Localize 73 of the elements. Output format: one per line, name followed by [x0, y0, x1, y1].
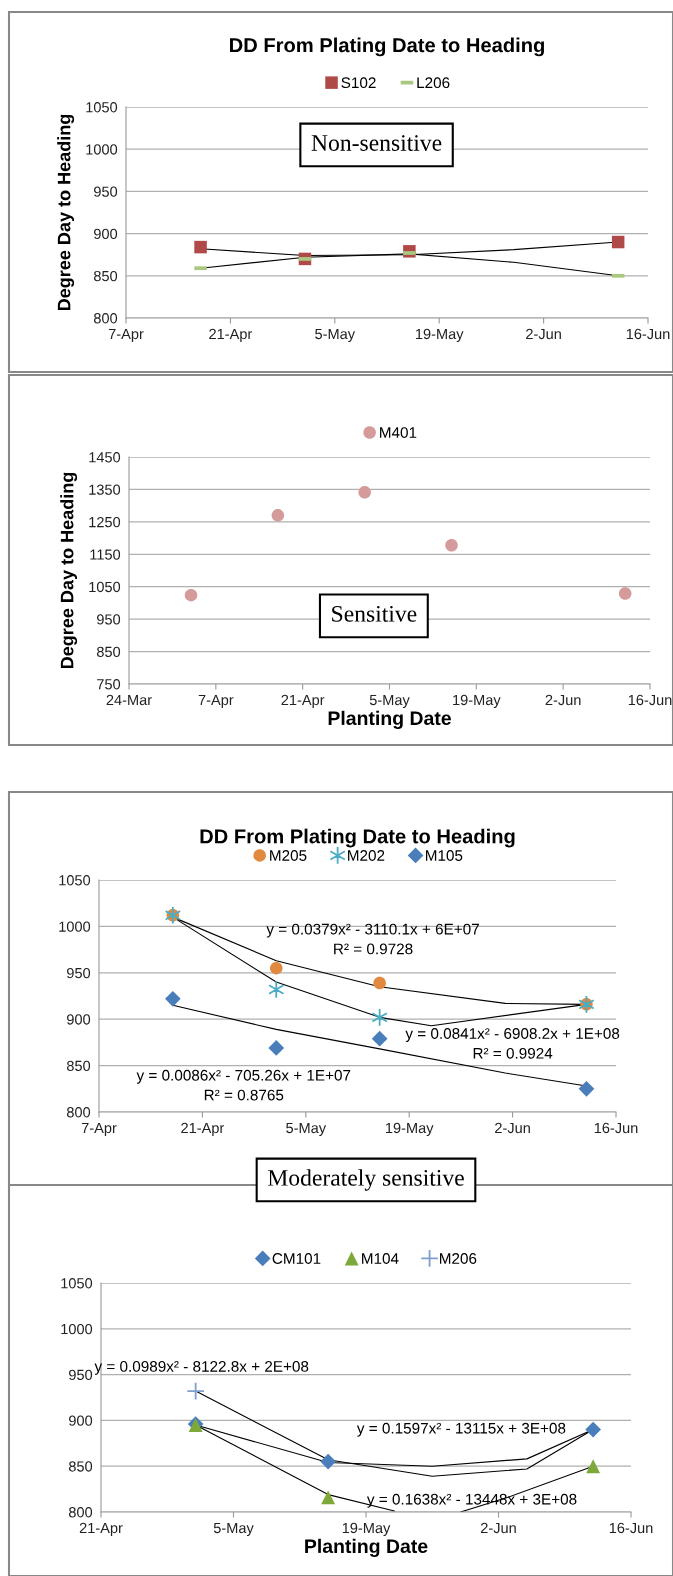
y-tick-label: 900	[67, 1014, 91, 1025]
y-tick-label: 1050	[89, 581, 121, 593]
x-tick-label: 5-May	[315, 328, 356, 343]
x-tick-label: 19-May	[453, 694, 501, 709]
x-tick-label: 19-May	[416, 328, 464, 343]
x-tick-label: 5-May	[213, 1522, 254, 1537]
y-tick-label: 1000	[59, 921, 91, 932]
y-tick-label: 800	[93, 313, 118, 324]
legend-label: M104	[362, 1253, 399, 1264]
x-tick-label: 19-May	[342, 1522, 391, 1537]
y-tick-label: 1000	[61, 1323, 93, 1335]
annotation: y = 0.0379x² - 3110.1x + 6E+07 R² = 0.9728	[266, 923, 479, 955]
annotation: y = 0.0086x² - 705.26x + 1E+07 R² = 0.8765	[136, 1069, 351, 1101]
x-tick-label: 2-Jun	[481, 1522, 516, 1534]
annotation: y = 0.1597x² - 13115x + 3E+08	[356, 1422, 566, 1437]
y-tick-label: 800	[66, 1107, 91, 1118]
chart-title: DD From Plating Date to Heading	[230, 37, 544, 57]
x-tick-label: 21-Apr	[181, 1122, 225, 1137]
y-tick-label: 950	[97, 614, 121, 625]
y-tick-label: 950	[67, 967, 91, 979]
y-tick-label: 850	[93, 270, 118, 282]
y-axis-title: Degree Day to Heading	[60, 472, 78, 669]
annotation: Non-sensitive	[311, 135, 442, 151]
x-tick-label: 7-Apr	[198, 694, 234, 709]
x-tick-label: 19-May	[386, 1122, 434, 1137]
y-tick-label: 800	[68, 1507, 93, 1518]
x-tick-label: 7-Apr	[108, 328, 144, 343]
x-tick-label: 21-Apr	[281, 694, 325, 709]
legend-label: M105	[425, 850, 463, 861]
y-tick-label: 1050	[61, 1278, 93, 1289]
legend-label: CM101	[272, 1253, 321, 1264]
x-tick-label: 16-Jun	[628, 694, 672, 706]
y-tick-label: 1250	[89, 516, 121, 528]
y-tick-label: 1150	[90, 549, 121, 560]
y-tick-label: 850	[96, 646, 121, 657]
text: Moderately sensitive	[267, 1169, 464, 1191]
legend-label: M401	[380, 427, 417, 438]
y-tick-label: 900	[69, 1415, 93, 1426]
annotation: Sensitive	[332, 605, 417, 622]
x-tick-label: 24-Mar	[106, 694, 152, 706]
annotation: y = 0.0841x² - 6908.2x + 1E+08 R² = 0.9924	[405, 1028, 620, 1059]
legend-label: L206	[417, 77, 450, 89]
y-tick-label: 850	[68, 1461, 93, 1472]
legend-label: S102	[341, 77, 376, 89]
legend-label: M205	[270, 850, 307, 861]
y-tick-label: 1050	[86, 102, 118, 113]
x-tick-label: 2-Jun	[545, 694, 581, 706]
x-tick-label: 16-Jun	[609, 1522, 653, 1534]
legend-label: M206	[440, 1253, 477, 1264]
y-tick-label: 1050	[59, 875, 91, 886]
x-tick-label: 21-Apr	[79, 1522, 123, 1537]
y-axis-title: Degree Day to Heading	[57, 114, 75, 311]
x-tick-label: 16-Jun	[626, 328, 670, 340]
x-tick-label: 5-May	[286, 1122, 327, 1137]
x-axis-title: Planting Date	[328, 710, 451, 729]
y-tick-label: 850	[66, 1060, 91, 1072]
y-tick-label: 950	[94, 186, 118, 197]
x-axis-title: Planting Date	[305, 1538, 428, 1557]
annotation: y = 0.0989x² - 8122.8x + 2E+08	[94, 1361, 309, 1375]
x-tick-label: 2-Jun	[495, 1122, 530, 1134]
x-tick-label: 7-Apr	[81, 1122, 117, 1137]
x-tick-label: 5-May	[369, 694, 410, 709]
y-tick-label: 1450	[89, 452, 121, 463]
legend-label: M202	[348, 850, 385, 861]
y-tick-label: 750	[97, 679, 121, 690]
y-tick-label: 1000	[86, 144, 118, 155]
x-tick-label: 21-Apr	[209, 328, 253, 343]
x-tick-label: 2-Jun	[526, 328, 561, 340]
y-tick-label: 1350	[89, 484, 121, 495]
y-tick-label: 950	[69, 1369, 93, 1381]
chart-title: DD From Plating Date to Heading	[200, 828, 515, 848]
x-tick-label: 16-Jun	[594, 1122, 638, 1134]
y-tick-label: 900	[94, 228, 118, 240]
